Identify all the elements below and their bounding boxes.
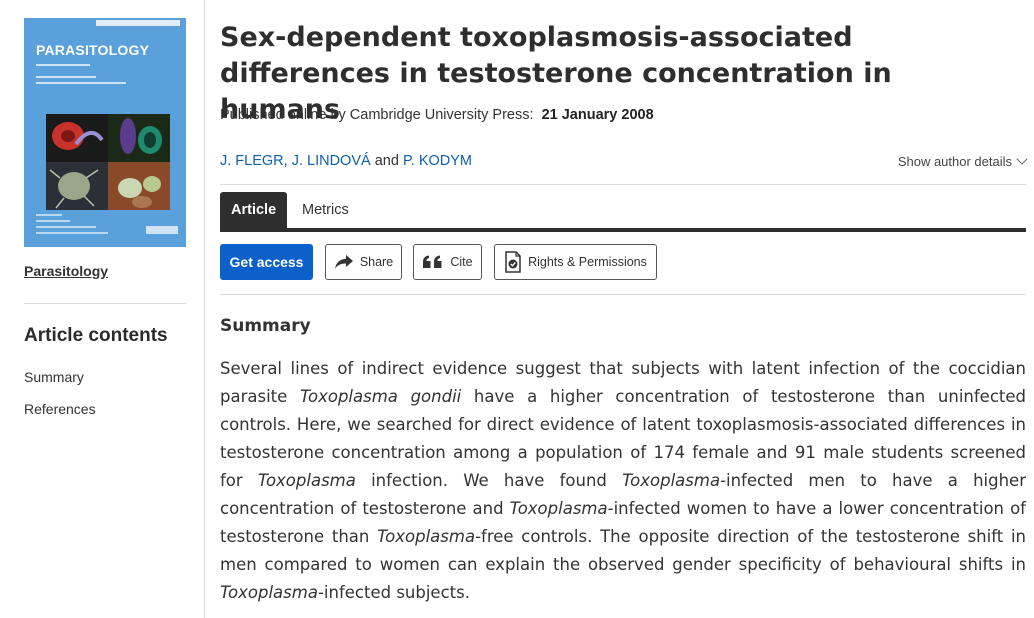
journal-cover-image[interactable]: PARASITOLOGY xyxy=(24,18,186,247)
cover-journal-name: PARASITOLOGY xyxy=(36,42,150,58)
tab-underline-bar xyxy=(220,228,1026,232)
share-button[interactable]: Share xyxy=(325,244,402,280)
article-title: Sex-dependent toxoplasmosis-associated d… xyxy=(220,22,892,125)
abstract-text-segment: -infected subjects. xyxy=(317,583,470,602)
quote-icon xyxy=(423,255,442,268)
cover-subtitle-line xyxy=(36,76,96,78)
sidebar-divider xyxy=(24,303,186,304)
abstract-text-segment: Several lines of indirect evidence sugge… xyxy=(220,359,1026,406)
document-check-icon xyxy=(505,251,521,273)
share-label: Share xyxy=(359,255,394,269)
author-link-kodym[interactable]: P. KODYM xyxy=(402,153,472,169)
author-link-flegr[interactable]: J. FLEGR, xyxy=(220,153,288,169)
italic-species-name: Toxoplasma gondii xyxy=(299,387,462,406)
rights-permissions-button[interactable]: Rights & Permissions xyxy=(494,244,657,280)
authors-conjunction: and xyxy=(374,153,399,169)
get-access-label: Get access xyxy=(229,254,304,270)
contents-item-summary[interactable]: Summary xyxy=(24,369,84,385)
author-list: J. FLEGR, J. LINDOVÁ and P. KODYM xyxy=(220,153,472,169)
abstract-text-segment: have a higher concentration of testoster… xyxy=(220,387,1026,490)
contents-item-references[interactable]: References xyxy=(24,401,96,417)
italic-species-name: Toxoplasma xyxy=(257,471,356,490)
actions-divider xyxy=(220,294,1026,295)
cite-button[interactable]: Cite xyxy=(413,244,482,280)
abstract-text-segment: -infected men to have a higher concentra… xyxy=(220,471,1026,518)
italic-species-name: Toxoplasma xyxy=(622,471,721,490)
cite-label: Cite xyxy=(450,255,473,269)
tab-metrics[interactable]: Metrics xyxy=(302,202,349,218)
italic-species-name: Toxoplasma xyxy=(509,499,608,518)
cover-subtitle-line xyxy=(36,82,126,84)
tab-article[interactable]: Article xyxy=(220,192,288,228)
cover-publisher-logo xyxy=(146,226,178,234)
cover-parasite-artwork xyxy=(46,114,170,210)
show-author-details-label: Show author details xyxy=(897,154,1012,169)
rights-permissions-label: Rights & Permissions xyxy=(528,255,647,269)
abstract-text-segment: -free controls. The opposite direction o… xyxy=(220,527,1026,574)
published-prefix: Published online by Cambridge University… xyxy=(220,107,534,123)
left-sidebar: PARASITOLOGY Parasitology Article xyxy=(0,0,205,618)
cover-subtitle-line xyxy=(36,64,90,66)
chevron-down-icon xyxy=(1016,153,1028,165)
journal-link[interactable]: Parasitology xyxy=(24,263,109,279)
cover-footer-line xyxy=(36,214,62,216)
header-divider xyxy=(220,184,1026,185)
italic-species-name: Toxoplasma xyxy=(220,583,318,602)
get-access-button[interactable]: Get access xyxy=(220,244,313,280)
cover-issue-strip xyxy=(96,20,180,26)
abstract-text-segment: infection. We have found xyxy=(355,471,623,490)
cover-footer-line xyxy=(36,226,96,228)
show-author-details-toggle[interactable]: Show author details xyxy=(897,153,1028,169)
published-date: 21 January 2008 xyxy=(541,107,654,123)
share-arrow-icon xyxy=(334,255,353,269)
summary-heading: Summary xyxy=(220,316,311,336)
summary-abstract-text: Several lines of indirect evidence sugge… xyxy=(220,355,1026,607)
article-contents-heading: Article contents xyxy=(24,325,168,346)
abstract-text-segment: -infected women to have a lower concentr… xyxy=(220,499,1026,546)
publication-info: Published online by Cambridge University… xyxy=(220,107,654,123)
cover-footer-line xyxy=(36,232,108,234)
author-link-lindova[interactable]: J. LINDOVÁ xyxy=(291,153,371,169)
cover-footer-line xyxy=(36,220,70,222)
italic-species-name: Toxoplasma xyxy=(377,527,476,546)
